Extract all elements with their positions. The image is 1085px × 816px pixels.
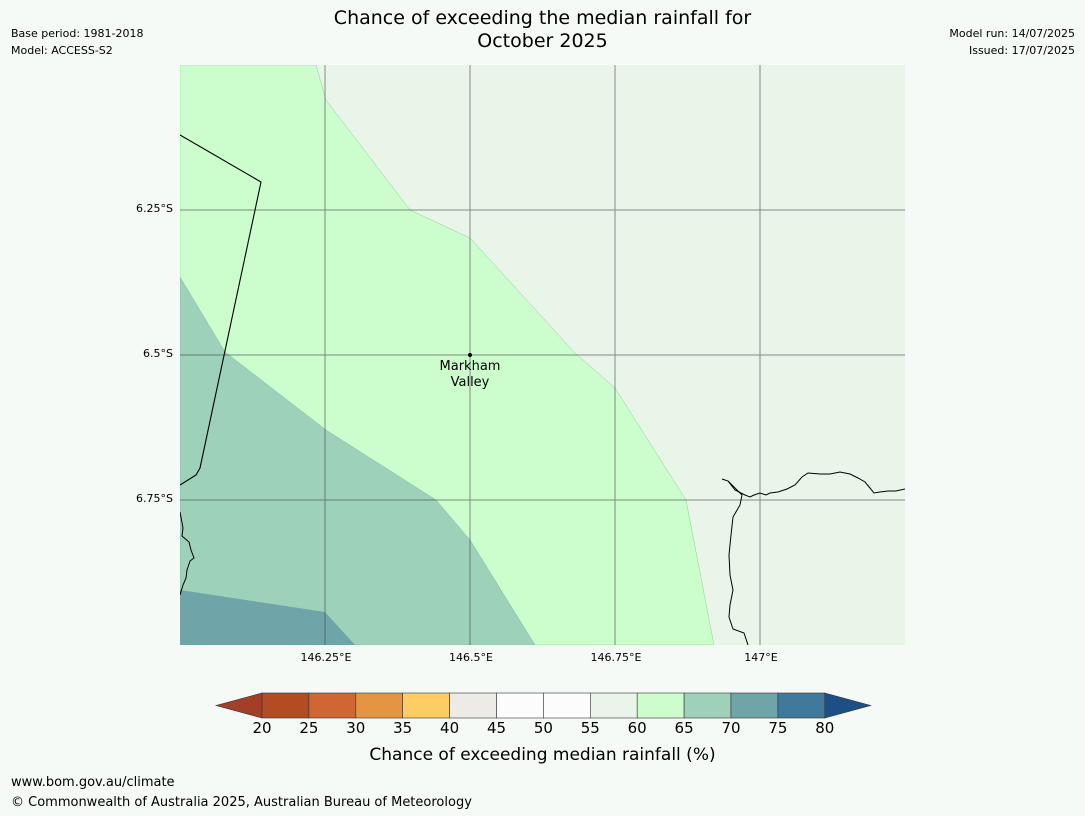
colorbar-tick-label: 45 <box>486 719 507 737</box>
x-tick-label: 146.75°E <box>590 651 642 664</box>
district-boundary <box>180 134 262 486</box>
map-title: Chance of exceeding the median rainfall … <box>0 7 1085 53</box>
colorbar-tick-label: 75 <box>768 719 788 737</box>
location-marker <box>468 353 472 357</box>
colorbar-cell <box>777 692 826 719</box>
coastline-east <box>727 480 749 645</box>
map-title-line2: October 2025 <box>477 30 608 52</box>
colorbar-cell <box>355 692 404 719</box>
colorbar-cell <box>543 692 591 719</box>
colorbar-label: Chance of exceeding median rainfall (%) <box>369 745 716 765</box>
colorbar-cell <box>730 692 779 719</box>
colorbar-tick-label: 40 <box>440 719 460 737</box>
colorbar-cell <box>261 692 310 719</box>
colorbar-tick-label: 65 <box>674 719 694 737</box>
y-tick-label: 6.25°S <box>136 202 173 215</box>
colorbar-cell <box>683 692 732 719</box>
colorbar-extend-high <box>824 692 872 719</box>
graticule <box>180 65 905 645</box>
colorbar-tick-label: 25 <box>299 719 319 737</box>
colorbar-cell <box>449 692 497 719</box>
place-label-line1: Markham <box>439 359 501 374</box>
x-tick-label: 146.5°E <box>449 651 493 664</box>
coastline-gulf <box>721 471 905 498</box>
colorbar-cell <box>308 692 357 719</box>
colorbar-cell <box>496 692 544 719</box>
coastline-west <box>180 511 195 596</box>
zone-70-75 <box>180 590 355 645</box>
y-tick-label: 6.5°S <box>143 347 173 360</box>
y-tick-label: 6.75°S <box>136 492 173 505</box>
x-tick-label: 147°E <box>744 651 778 664</box>
colorbar-cell <box>402 692 450 719</box>
x-tick-label: 146.25°E <box>300 651 352 664</box>
colorbar-tick-label: 60 <box>627 719 647 737</box>
place-label-line2: Valley <box>450 375 490 390</box>
zone-65-70 <box>180 276 536 645</box>
colorbar-cell <box>636 692 685 719</box>
map-title-line1: Chance of exceeding the median rainfall … <box>333 7 752 29</box>
place-label: Markham Valley <box>420 359 520 391</box>
colorbar-extend-low <box>214 692 263 719</box>
map-panel <box>180 65 905 645</box>
header-left: Base period: 1981-2018 Model: ACCESS-S2 <box>11 25 143 59</box>
colorbar-tick-label: 20 <box>252 719 272 737</box>
base-period-text: Base period: 1981-2018 <box>11 27 144 40</box>
colorbar-tick-label: 80 <box>815 719 835 737</box>
colorbar-tick-label: 50 <box>533 719 553 737</box>
issued-text: Issued: 17/07/2025 <box>968 44 1075 57</box>
colorbar-tick-label: 35 <box>393 719 413 737</box>
colorbar <box>214 692 872 719</box>
colorbar-tick-label: 70 <box>721 719 741 737</box>
model-run-text: Model run: 14/07/2025 <box>949 27 1075 40</box>
colorbar-tick-label: 55 <box>580 719 600 737</box>
colorbar-tick-label: 30 <box>346 719 366 737</box>
footer-copyright: © Commonwealth of Australia 2025, Austra… <box>11 795 472 810</box>
header-right: Model run: 14/07/2025 Issued: 17/07/2025 <box>949 25 1075 59</box>
footer-url: www.bom.gov.au/climate <box>11 775 175 790</box>
colorbar-cell <box>589 692 638 719</box>
model-text: Model: ACCESS-S2 <box>11 44 113 57</box>
